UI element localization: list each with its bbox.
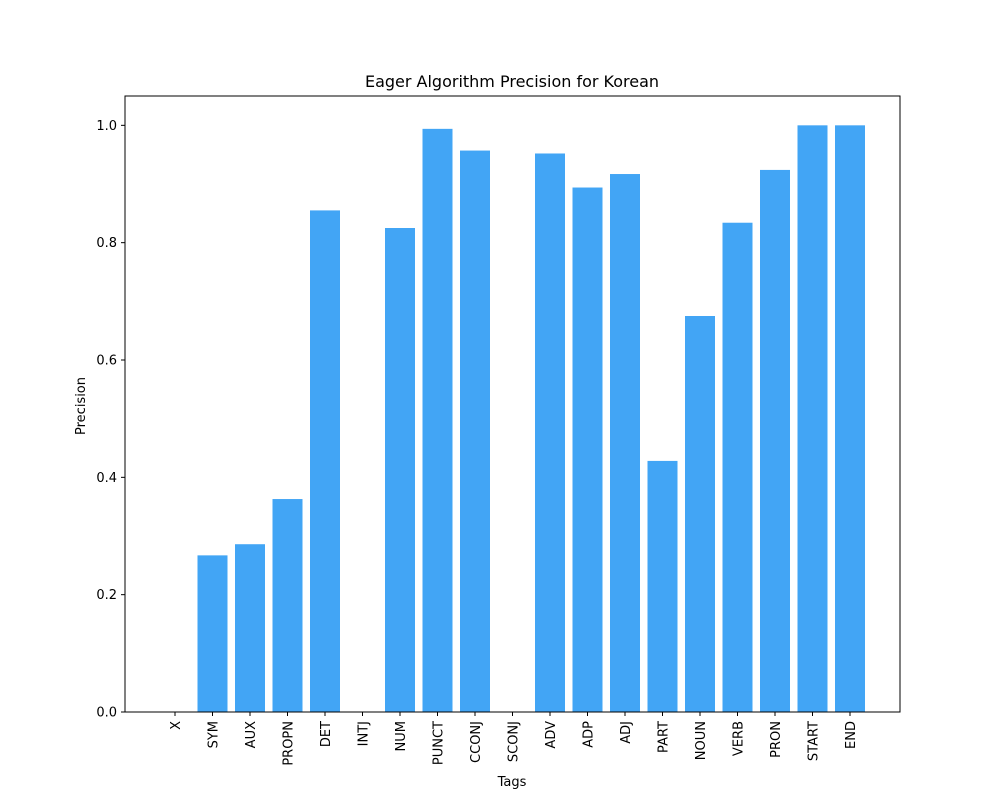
x-tick-label: AUX	[244, 721, 259, 748]
x-tick-label: PUNCT	[432, 721, 447, 765]
y-tick-label: 0.8	[96, 236, 117, 251]
x-tick-label: DET	[319, 721, 334, 747]
bar-noun	[685, 316, 715, 712]
x-tick-label: END	[844, 721, 859, 749]
bar-aux	[235, 544, 265, 712]
chart-title: Eager Algorithm Precision for Korean	[365, 72, 659, 91]
bar-adv	[535, 153, 565, 713]
x-tick-label: ADJ	[619, 721, 634, 744]
y-axis-label: Precision	[74, 377, 89, 435]
x-tick-label: ADV	[544, 721, 559, 749]
y-tick-label: 0.6	[96, 354, 117, 369]
x-tick-label: SCONJ	[507, 721, 522, 762]
x-tick-label: PRON	[769, 721, 784, 758]
y-tick-label: 0.4	[96, 471, 117, 486]
y-tick-label: 0.2	[96, 588, 117, 603]
x-tick-label: X	[169, 721, 184, 730]
x-tick-label: ADP	[582, 721, 597, 748]
x-tick-label: SYM	[207, 721, 222, 748]
y-tick-label: 1.0	[96, 119, 117, 134]
y-tick-label: 0.0	[96, 706, 117, 721]
x-tick-label: INTJ	[357, 721, 372, 746]
bar-cconj	[460, 150, 490, 712]
x-tick-label: VERB	[732, 721, 747, 756]
bars-layer	[197, 125, 865, 713]
bar-sym	[197, 555, 228, 712]
bar-end	[835, 125, 865, 712]
bar-adp	[572, 187, 603, 712]
bar-num	[385, 228, 415, 712]
bar-det	[310, 210, 340, 712]
bar-start	[797, 125, 828, 712]
x-tick-label: START	[807, 721, 822, 761]
bar-verb	[722, 222, 753, 712]
x-tick-label: NOUN	[694, 721, 709, 760]
x-axis-label: Tags	[497, 775, 527, 790]
x-axis: X SYM AUX PROPN DET INTJ NUM PUNCT CCONJ SCONJ ADV…	[169, 712, 859, 766]
bar-pron	[760, 169, 790, 713]
bar-adj	[610, 174, 640, 712]
y-axis: 0.0 0.2 0.4 0.6 0.8 1.0	[96, 119, 125, 721]
x-tick-label: PART	[657, 721, 672, 753]
x-tick-label: NUM	[394, 721, 409, 751]
x-tick-label: CCONJ	[469, 721, 484, 763]
bar-part	[647, 460, 678, 712]
bar-propn	[272, 499, 303, 712]
bar-punct	[422, 128, 453, 713]
x-tick-label: PROPN	[282, 721, 297, 766]
